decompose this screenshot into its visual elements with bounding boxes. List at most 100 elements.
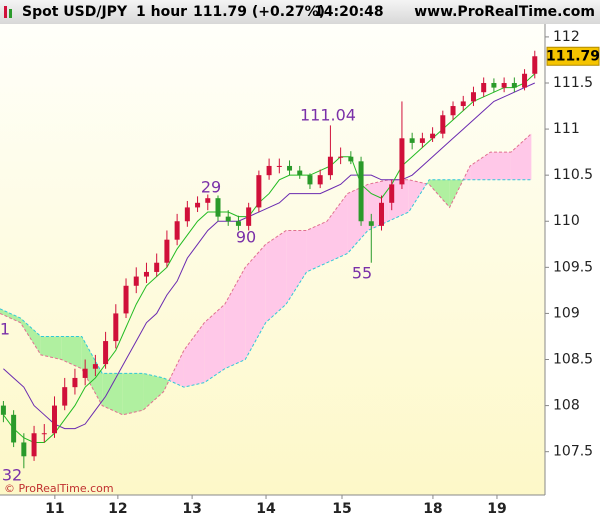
- annotation: 55: [352, 264, 372, 283]
- icon: [9, 9, 12, 18]
- x-tick-label: 18: [423, 501, 442, 517]
- candle-body: [501, 82, 507, 88]
- candle-body: [266, 165, 272, 176]
- plot: [0, 50, 538, 469]
- cloud-fill: [306, 221, 327, 272]
- candle-body: [174, 221, 180, 240]
- candle-body: [154, 262, 160, 272]
- candle-body: [358, 161, 364, 222]
- cloud-fill: [286, 230, 307, 305]
- candle-body: [0, 405, 6, 415]
- candle-body: [113, 313, 119, 342]
- candle-body: [430, 133, 436, 139]
- price-tag: [546, 46, 600, 66]
- y-tick-label: 107.5: [553, 444, 593, 460]
- candle-body: [522, 73, 528, 88]
- y-tick-label: 109: [553, 305, 580, 321]
- candle-body: [62, 387, 68, 406]
- x-tick-label: 14: [256, 501, 276, 517]
- candle-body: [256, 175, 262, 208]
- cloud-fill: [510, 133, 532, 180]
- cloud-fill: [169, 350, 184, 388]
- cloud-fill: [408, 179, 427, 213]
- x-tick-label: 11: [45, 501, 64, 517]
- cloud-fill: [81, 336, 103, 406]
- icon: [4, 6, 7, 18]
- y-tick-label: 110: [553, 213, 580, 229]
- span-b: [0, 179, 532, 388]
- candle-body: [317, 175, 323, 185]
- annotation: 32: [2, 466, 22, 485]
- candle-body: [72, 377, 78, 388]
- cloud-fill: [327, 193, 348, 263]
- y-tick-label: 111.5: [553, 75, 593, 91]
- span-a: [0, 133, 532, 416]
- period: 1 hour: [136, 4, 187, 20]
- axes: 107.5108108.5109109.5110110.5111111.5112…: [45, 29, 600, 517]
- cloud-fill: [122, 373, 144, 415]
- y-tick-label: 112: [553, 29, 580, 45]
- symbol: Spot USD/JPY: [22, 4, 128, 20]
- kijun-line: [3, 82, 535, 430]
- candle-body: [103, 341, 109, 365]
- candle-body: [31, 433, 37, 457]
- y-tick-label: 108: [553, 398, 580, 414]
- site: www.ProRealTime.com: [414, 4, 595, 20]
- candle-body: [123, 285, 129, 314]
- candle-body: [368, 221, 374, 226]
- x-tick-label: 15: [332, 501, 351, 517]
- candle-body: [205, 198, 211, 203]
- candle-body: [481, 82, 487, 93]
- tenkan-line: [3, 73, 536, 443]
- y-tick-label: 111: [553, 121, 580, 137]
- cloud-fill: [61, 336, 82, 369]
- cloud-fill: [0, 308, 21, 323]
- candle-body: [11, 414, 17, 443]
- candle-body: [164, 239, 170, 263]
- cloud-fill: [470, 152, 491, 180]
- y-tick-label: 110.5: [553, 167, 593, 183]
- cloud-fill: [102, 373, 123, 415]
- cloud-fill: [204, 304, 225, 383]
- candle-body: [21, 442, 27, 457]
- candle-body: [327, 156, 333, 176]
- candle-body: [246, 207, 252, 226]
- candle-body: [379, 202, 384, 226]
- candle-body: [450, 106, 456, 116]
- candle-body: [511, 82, 517, 88]
- candle-body: [235, 221, 241, 226]
- y-tick-label: 108.5: [553, 352, 593, 368]
- candle-body: [143, 271, 149, 277]
- annotation: 1: [0, 320, 10, 339]
- candle-body: [307, 175, 313, 185]
- candle-body: [276, 165, 282, 167]
- candle-body: [491, 82, 497, 88]
- y-tick-label: 109.5: [553, 259, 593, 275]
- candle-body: [133, 276, 139, 286]
- x-tick-label: 19: [487, 501, 506, 517]
- candle-body: [52, 405, 57, 434]
- candle-body: [532, 56, 538, 74]
- cloud-fill: [245, 244, 266, 360]
- cloud-fill: [490, 152, 511, 180]
- candle-body: [297, 170, 303, 176]
- candle-body: [348, 156, 354, 162]
- footer: © ProRealTime.com: [4, 482, 114, 495]
- candle-body: [440, 115, 446, 134]
- cloud-fill: [143, 373, 164, 411]
- annotation: 29: [201, 178, 221, 197]
- x-tick-label: 12: [108, 501, 127, 517]
- cloud-fill: [183, 322, 205, 388]
- time: 14:20:48: [314, 4, 384, 20]
- price-tag-label: 111.79: [546, 48, 600, 64]
- candle-body: [338, 156, 344, 158]
- candle-body: [460, 101, 466, 107]
- candle-body: [195, 202, 201, 208]
- cloud-fill: [20, 318, 41, 355]
- cloud-fill: [265, 230, 287, 323]
- annotation: 90: [236, 228, 256, 247]
- candle-body: [419, 138, 425, 143]
- candle-body: [287, 165, 293, 171]
- x-tick-label: 13: [182, 501, 201, 517]
